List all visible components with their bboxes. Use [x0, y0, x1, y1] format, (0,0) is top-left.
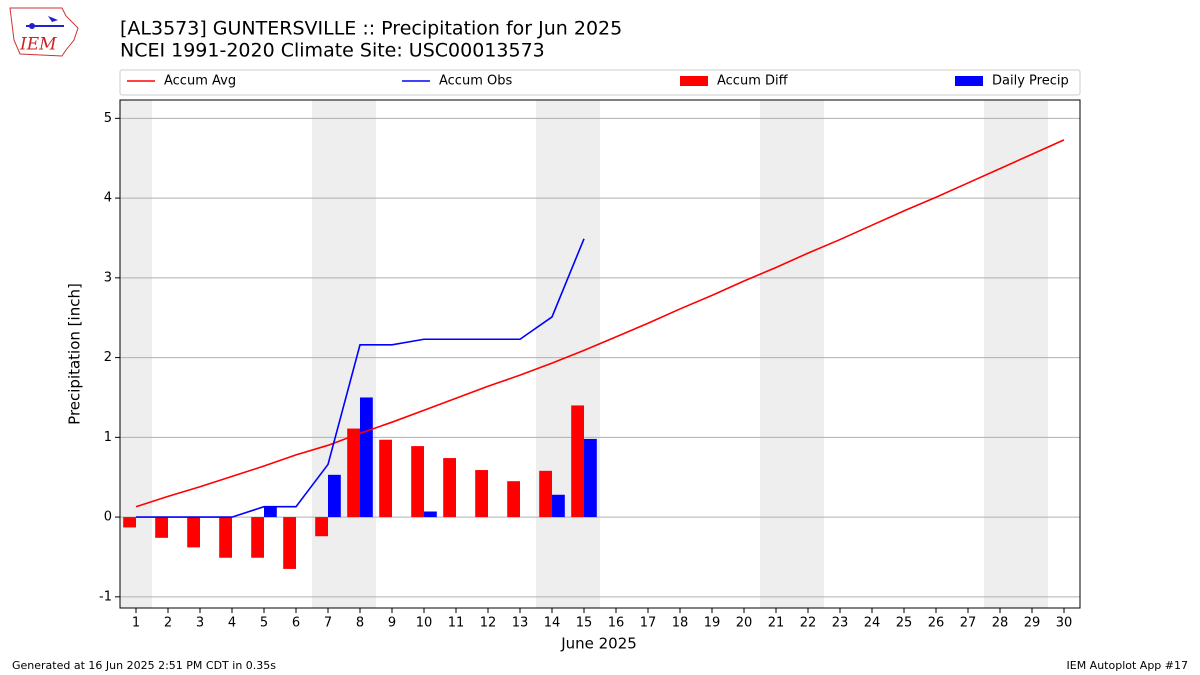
- x-tick-label: 8: [356, 616, 364, 631]
- bar: [315, 517, 328, 537]
- weekend-shade: [792, 100, 824, 608]
- bar: [539, 470, 552, 518]
- weekend-shade: [984, 100, 1016, 608]
- y-tick-label: 2: [104, 350, 112, 365]
- legend-swatch: [955, 76, 983, 86]
- line: [136, 238, 585, 518]
- bar: [379, 439, 392, 518]
- x-tick-label: 19: [704, 616, 721, 631]
- x-tick-label: 22: [800, 616, 817, 631]
- bar: [219, 517, 232, 558]
- x-tick-label: 14: [544, 616, 561, 631]
- x-tick-label: 27: [960, 616, 977, 631]
- x-tick-label: 23: [832, 616, 849, 631]
- legend-swatch: [680, 76, 708, 86]
- bar: [584, 438, 597, 518]
- bar: [411, 446, 424, 518]
- bar: [187, 517, 200, 548]
- bar: [360, 397, 373, 518]
- plot-frame: [119, 99, 1081, 609]
- bar: [552, 494, 565, 518]
- x-tick-label: 21: [768, 616, 785, 631]
- x-tick-label: 17: [640, 616, 657, 631]
- x-tick-label: 16: [608, 616, 625, 631]
- x-tick-label: 28: [992, 616, 1009, 631]
- x-tick-label: 10: [416, 616, 433, 631]
- y-tick-label: 3: [104, 270, 112, 285]
- x-tick-label: 12: [480, 616, 497, 631]
- x-tick-label: 26: [928, 616, 945, 631]
- x-tick-label: 20: [736, 616, 753, 631]
- x-tick-label: 30: [1056, 616, 1073, 631]
- legend-box: [119, 69, 1081, 96]
- y-tick-label: 0: [104, 510, 112, 525]
- x-tick-label: 2: [164, 616, 172, 631]
- y-tick-label: 5: [104, 111, 112, 126]
- bar: [328, 474, 341, 518]
- x-tick-label: 4: [228, 616, 236, 631]
- bar: [283, 517, 296, 569]
- line: [135, 139, 1065, 508]
- x-tick-label: 29: [1024, 616, 1041, 631]
- x-tick-label: 15: [576, 616, 593, 631]
- bar: [475, 470, 488, 518]
- x-tick-label: 6: [292, 616, 300, 631]
- legend-label: Accum Avg: [164, 74, 236, 89]
- bar: [123, 517, 136, 528]
- x-tick-label: 7: [324, 616, 332, 631]
- y-tick-label: -1: [99, 589, 112, 604]
- bar: [571, 405, 584, 518]
- weekend-shade: [760, 100, 792, 608]
- weekend-shade: [568, 100, 600, 608]
- bar: [507, 481, 520, 518]
- logo: IEM: [9, 7, 79, 57]
- logo-text: IEM: [19, 35, 57, 55]
- bar: [347, 428, 360, 518]
- x-tick-label: 13: [512, 616, 529, 631]
- x-tick-label: 9: [388, 616, 396, 631]
- footer-right: IEM Autoplot App #17: [1067, 659, 1189, 672]
- x-tick-label: 5: [260, 616, 268, 631]
- chart-title: [AL3573] GUNTERSVILLE :: Precipitation f…: [120, 18, 622, 40]
- y-axis-label: Precipitation [inch]: [66, 283, 84, 425]
- x-tick-label: 25: [896, 616, 913, 631]
- x-tick-label: 11: [448, 616, 465, 631]
- bar: [264, 506, 277, 518]
- x-tick-label: 1: [132, 616, 140, 631]
- x-axis-label: June 2025: [560, 635, 637, 653]
- weekend-shade: [120, 100, 152, 608]
- bar: [443, 458, 456, 518]
- x-tick-label: 24: [864, 616, 881, 631]
- legend-label: Accum Obs: [439, 74, 512, 89]
- bar: [424, 511, 437, 518]
- chart-subtitle: NCEI 1991-2020 Climate Site: USC00013573: [120, 40, 545, 62]
- y-tick-label: 1: [104, 430, 112, 445]
- x-tick-label: 18: [672, 616, 689, 631]
- y-tick-label: 4: [104, 191, 112, 206]
- weekend-shade: [344, 100, 376, 608]
- weekend-shade: [1016, 100, 1048, 608]
- legend-label: Daily Precip: [992, 74, 1069, 89]
- footer-left: Generated at 16 Jun 2025 2:51 PM CDT in …: [12, 659, 276, 672]
- bar: [155, 517, 168, 538]
- x-tick-label: 3: [196, 616, 204, 631]
- legend-label: Accum Diff: [717, 74, 789, 89]
- weekend-shade: [536, 100, 568, 608]
- bar: [251, 517, 264, 558]
